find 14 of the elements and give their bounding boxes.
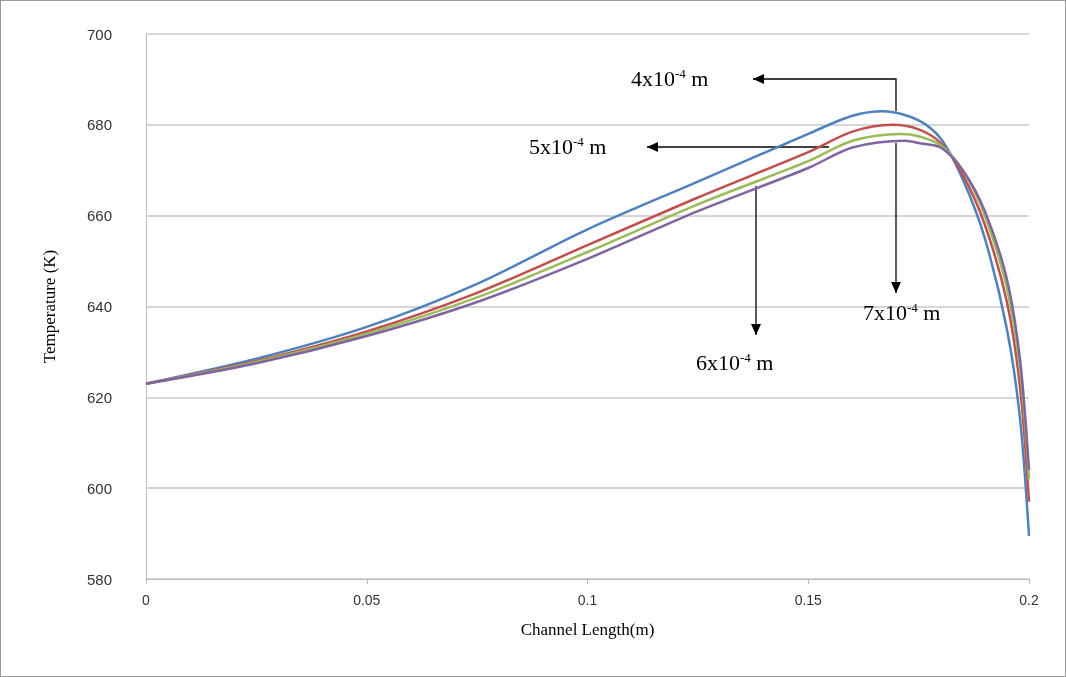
y-axis-title: Temperature (K) (40, 249, 59, 364)
y-tick-label: 660 (86, 207, 112, 225)
y-tick-label: 680 (86, 116, 112, 134)
x-tick-label: 0.05 (353, 592, 381, 608)
x-tick-label: 0 (142, 592, 151, 608)
y-tick-label: 620 (86, 388, 112, 406)
y-tick-label: 700 (86, 25, 112, 43)
y-tick-label: 580 (86, 570, 112, 588)
x-tick-label: 0.2 (1019, 592, 1039, 608)
x-tick-label: 0.1 (577, 592, 598, 608)
x-tick-label: 0.15 (794, 592, 823, 608)
y-tick-label: 640 (86, 298, 112, 315)
y-tick-label: 600 (86, 479, 112, 497)
x-axis-title: Channel Length(m) (520, 620, 655, 639)
